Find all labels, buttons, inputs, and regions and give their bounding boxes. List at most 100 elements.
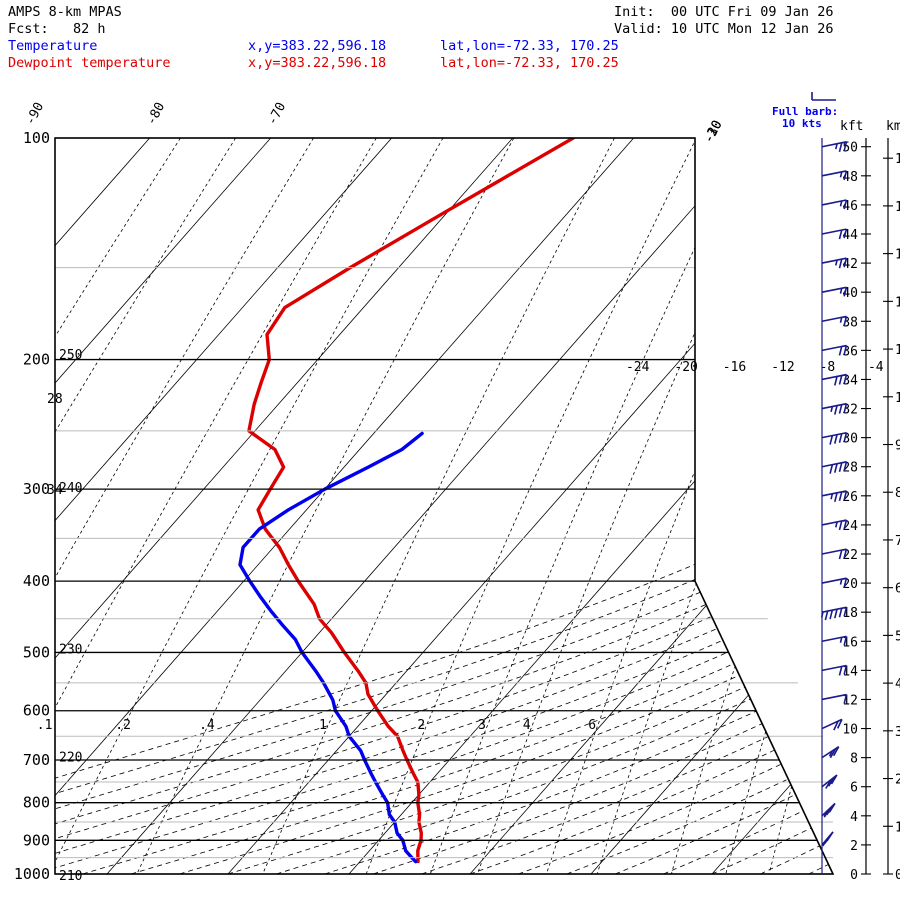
wind-barb[interactable]	[821, 373, 848, 386]
theta-left-label: 220	[59, 750, 82, 765]
top-isotherm-label: -70	[265, 100, 289, 128]
mixing-ratio-lines	[55, 138, 833, 874]
wind-barb[interactable]	[821, 718, 843, 731]
temperature-axis-label: -20	[674, 360, 697, 375]
km-tick-label: 5.	[895, 629, 900, 644]
kft-axis-label: kft	[840, 119, 863, 134]
kft-tick-label: 6	[850, 781, 858, 796]
wind-barb[interactable]	[821, 577, 848, 588]
pressure-tick-label: 700	[23, 751, 50, 769]
pressure-tick-label: 200	[23, 351, 50, 369]
wind-barb[interactable]	[821, 344, 848, 356]
dewpoint-xy: x,y=383.22,596.18	[248, 55, 387, 71]
km-tick-label: 2.	[895, 773, 900, 788]
wind-barb[interactable]	[821, 461, 848, 474]
temperature-axis-label: -24	[626, 360, 650, 375]
pressure-tick-label: 900	[23, 831, 50, 849]
wind-barb[interactable]	[821, 802, 836, 818]
temperature-latlon: lat,lon=-72.33, 170.25	[440, 38, 619, 54]
plot-body	[55, 138, 833, 874]
wind-barb[interactable]	[821, 519, 848, 531]
pressure-tick-label: 1000	[14, 865, 50, 883]
pressure-tick-label: 100	[23, 129, 50, 147]
mixing-ratio-label: 2	[417, 718, 425, 733]
dewpoint-curve[interactable]	[238, 431, 424, 864]
wind-barb[interactable]	[821, 228, 848, 240]
km-tick-label: 4.	[895, 677, 900, 692]
pressure-tick-label: 600	[23, 702, 50, 720]
theta-left-label: 210	[59, 869, 82, 884]
mixing-ratio-label: .1	[37, 718, 53, 733]
wind-barb[interactable]	[821, 170, 848, 181]
temperature-axis-label: -16	[723, 360, 746, 375]
wind-barb[interactable]	[821, 746, 840, 759]
moist-adiabat-lines	[55, 150, 833, 874]
km-tick-label: 12.	[895, 295, 900, 310]
dewpoint-legend-label: Dewpoint temperature	[8, 55, 171, 71]
km-tick-label: 9.	[895, 439, 900, 454]
left-extra-label: 34	[47, 483, 63, 498]
km-tick-label: 1.	[895, 820, 900, 835]
wind-barb-column[interactable]	[820, 138, 848, 874]
mixing-ratio-label: 3	[478, 718, 486, 733]
temperature-axis-label: -12	[771, 360, 794, 375]
wind-barb[interactable]	[820, 606, 848, 621]
km-tick-label: 0.	[895, 868, 900, 883]
forecast-hour: Fcst: 82 h	[8, 21, 106, 37]
barb-legend-line1: Full barb:	[772, 105, 839, 118]
pressure-tick-label: 400	[23, 572, 50, 590]
init-time: Init: 00 UTC Fri 09 Jan 26	[614, 4, 834, 20]
temperature-xy: x,y=383.22,596.18	[248, 38, 387, 54]
wind-barb[interactable]	[821, 315, 848, 326]
barb-legend-line2: 10 kts	[782, 117, 822, 130]
wind-barb[interactable]	[821, 257, 848, 269]
moist-adiabat-left-label: 28	[47, 392, 63, 407]
right-isotherm-label: -10	[701, 118, 725, 146]
dry-adiabat-lines	[775, 138, 833, 874]
wind-barb[interactable]	[821, 402, 848, 415]
mixing-ratio-label: .2	[115, 718, 131, 733]
kft-tick-label: 10	[842, 723, 858, 738]
wind-barb[interactable]	[821, 286, 848, 297]
top-isotherm-label: -90	[23, 100, 47, 128]
kft-tick-label: 8	[850, 752, 858, 767]
wind-barb[interactable]	[821, 664, 848, 676]
km-tick-label: 10.	[895, 391, 900, 406]
kft-tick-label: 4	[850, 810, 858, 825]
km-tick-label: 7.	[895, 534, 900, 549]
dewpoint-latlon: lat,lon=-72.33, 170.25	[440, 55, 619, 71]
km-tick-label: 6.	[895, 582, 900, 597]
isotherm-lines	[55, 138, 833, 874]
wind-barb[interactable]	[821, 831, 834, 847]
wind-barb[interactable]	[821, 490, 848, 503]
wind-barb[interactable]	[821, 635, 848, 646]
valid-time: Valid: 10 UTC Mon 12 Jan 26	[614, 21, 834, 37]
plot-frame	[54, 137, 835, 875]
kft-tick-label: 0	[850, 868, 858, 883]
theta-left-label: 230	[59, 642, 82, 657]
model-title: AMPS 8-km MPAS	[8, 4, 122, 20]
wind-barb[interactable]	[821, 548, 848, 560]
mixing-ratio-label: 4	[523, 718, 531, 733]
wind-barb[interactable]	[821, 431, 848, 445]
isobar-lines	[55, 137, 833, 875]
mixing-ratio-label: 6	[588, 718, 596, 733]
km-tick-label: 8.	[895, 486, 900, 501]
temperature-axis-label: -8	[820, 360, 836, 375]
theta-left-label: 250	[59, 348, 82, 363]
pressure-axis: 100 200 300 400 500 600 700 800 900 1000	[14, 129, 50, 883]
pressure-tick-label: 500	[23, 643, 50, 661]
km-tick-label: 15.	[895, 152, 900, 167]
mixing-ratio-label: 1	[319, 718, 327, 733]
temperature-legend-label: Temperature	[8, 38, 98, 54]
wind-barb[interactable]	[821, 141, 848, 152]
wind-barb[interactable]	[821, 693, 848, 704]
theta-left-label: 240	[59, 481, 82, 496]
temperature-curve[interactable]	[247, 138, 575, 864]
barb-legend-glyph	[811, 92, 836, 101]
km-tick-label: 13.	[895, 248, 900, 263]
wind-barb[interactable]	[821, 774, 838, 789]
wind-barb[interactable]	[821, 199, 848, 210]
km-tick-label: 11.	[895, 343, 900, 358]
